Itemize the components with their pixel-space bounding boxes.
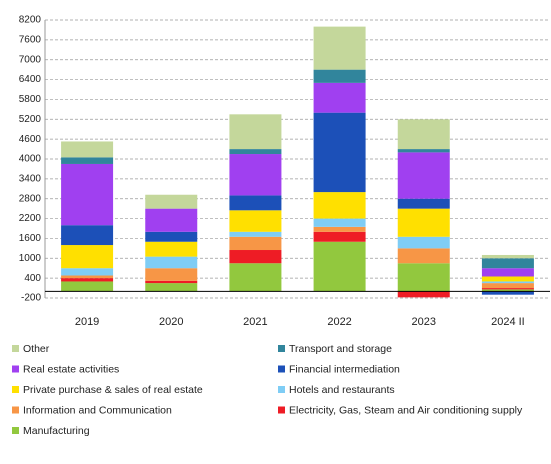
legend-label: Other — [23, 343, 50, 355]
x-tick-label: 2024 II — [491, 316, 525, 328]
bar-segment — [229, 263, 282, 292]
bar-segment — [397, 263, 450, 292]
bar-segment — [397, 198, 450, 209]
bar-segment — [481, 291, 534, 295]
legend-swatch — [12, 365, 19, 373]
bar-segment — [145, 241, 198, 257]
bar-segment — [481, 268, 534, 277]
bar-segment — [145, 280, 198, 284]
bar-segment — [397, 149, 450, 153]
legend-label: Manufacturing — [23, 425, 90, 437]
bar-segment — [397, 248, 450, 264]
bar-segment — [397, 152, 450, 199]
legend-swatch — [12, 427, 19, 434]
legend-swatch — [278, 365, 285, 373]
y-tick-label: 6400 — [19, 74, 42, 85]
y-tick-label: 8200 — [19, 15, 42, 26]
legend-swatch — [12, 406, 19, 414]
y-tick-label: 2800 — [19, 193, 42, 204]
bar-segment — [61, 278, 114, 282]
x-tick-label: 2022 — [327, 316, 351, 328]
legend-swatch — [278, 345, 285, 352]
bar-segment — [61, 225, 114, 246]
y-tick-label: 4600 — [19, 134, 42, 145]
bar-segment — [313, 192, 366, 219]
y-tick-label: 5200 — [19, 114, 42, 125]
bar-segment — [313, 112, 366, 193]
bar-segment — [61, 281, 114, 292]
bar-segment — [229, 210, 282, 232]
y-tick-label: 3400 — [19, 173, 42, 184]
bar-segment — [397, 119, 450, 150]
legend-swatch — [278, 406, 285, 414]
legend-label: Private purchase & sales of real estate — [23, 384, 203, 396]
bar-segment — [145, 231, 198, 242]
bar-segment — [397, 208, 450, 237]
bar-segment — [229, 149, 282, 155]
bar-segment — [481, 289, 534, 292]
bar-segment — [145, 256, 198, 269]
bar-segment — [313, 226, 366, 232]
bar-segment — [229, 231, 282, 237]
bar-segment — [229, 154, 282, 196]
bar-segment — [229, 114, 282, 150]
bar-segment — [397, 291, 450, 298]
legend-label: Real estate activities — [23, 363, 119, 375]
bar-segment — [313, 218, 366, 227]
y-tick-label: 7600 — [19, 34, 42, 45]
bar-segment — [61, 245, 114, 269]
x-tick-label: 2021 — [243, 316, 267, 328]
legend-label: Electricity, Gas, Steam and Air conditio… — [289, 404, 523, 416]
legend-swatch — [12, 386, 19, 393]
bar-segment — [313, 26, 366, 70]
bar-segment — [481, 288, 534, 290]
bar-segment — [61, 163, 114, 226]
x-tick-label: 2019 — [75, 316, 99, 328]
bar-segment — [229, 236, 282, 251]
bar-segment — [313, 241, 366, 292]
bar-segment — [61, 157, 114, 164]
legend-label: Hotels and restaurants — [289, 384, 395, 396]
bar-segment — [481, 254, 534, 259]
bar-segment — [397, 236, 450, 249]
bar-segment — [229, 195, 282, 211]
x-tick-label: 2023 — [412, 316, 436, 328]
bar-segment — [313, 69, 366, 83]
y-tick-label: -200 — [21, 293, 41, 304]
y-tick-label: 400 — [24, 273, 41, 284]
y-tick-label: 7000 — [19, 54, 42, 65]
bar-segment — [145, 283, 198, 292]
bar-segment — [313, 231, 366, 242]
y-tick-label: 4000 — [19, 154, 42, 165]
bar-segment — [145, 208, 198, 232]
bar-segment — [61, 268, 114, 276]
y-tick-label: 1600 — [19, 233, 42, 244]
legend-label: Transport and storage — [289, 343, 392, 355]
y-tick-label: 1000 — [19, 253, 42, 264]
bar-segment — [229, 250, 282, 264]
bar-segment — [313, 82, 366, 113]
y-tick-label: 2200 — [19, 213, 42, 224]
bar-segment — [145, 268, 198, 281]
bar-segment — [61, 275, 114, 279]
bar-segment — [145, 194, 198, 209]
bar-segment — [481, 276, 534, 282]
legend-label: Financial intermediation — [289, 363, 400, 375]
bar-segment — [481, 281, 534, 284]
x-tick-label: 2020 — [159, 316, 183, 328]
y-tick-label: 5800 — [19, 94, 42, 105]
legend-swatch — [278, 386, 285, 393]
bar-segment — [481, 283, 534, 289]
bar-segment — [61, 141, 114, 158]
legend-label: Information and Communication — [23, 404, 172, 416]
legend-swatch — [12, 345, 19, 352]
bar-segment — [481, 258, 534, 269]
